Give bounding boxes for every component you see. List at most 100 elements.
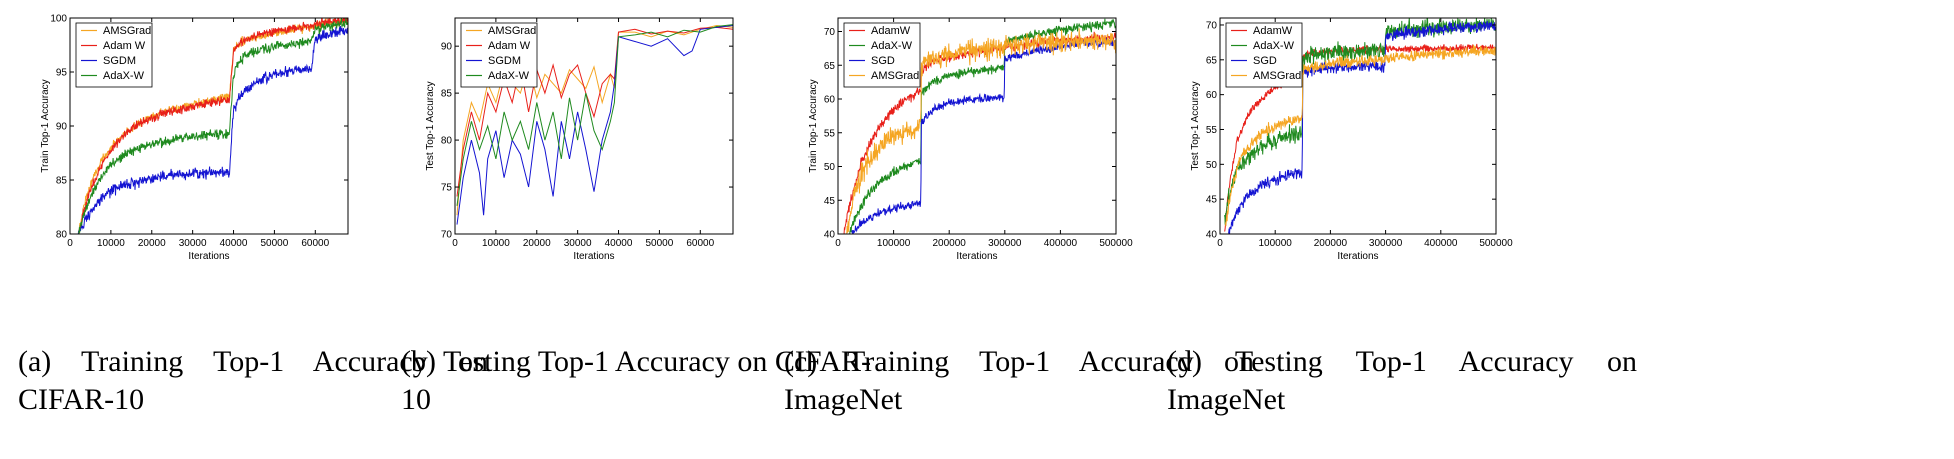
x-tick-label: 200000 (933, 238, 967, 249)
y-tick-label: 80 (56, 230, 68, 241)
x-axis-label: Iterations (188, 251, 229, 262)
plot-area (456, 24, 733, 225)
legend-label: AdaX-W (1253, 40, 1295, 52)
plot-area (843, 18, 1116, 234)
x-tick-label: 100000 (1259, 238, 1293, 249)
y-tick-label: 85 (56, 176, 68, 187)
series-line-sgd (851, 38, 1116, 234)
x-tick-label: 200000 (1314, 238, 1348, 249)
legend-label: AdaX-W (871, 40, 913, 52)
y-tick-label: 40 (824, 230, 836, 241)
y-tick-label: 85 (441, 89, 453, 100)
axes-frame (1219, 17, 1497, 235)
axes-frame (454, 17, 734, 235)
y-tick-label: 100 (50, 14, 67, 25)
x-tick-label: 0 (452, 238, 458, 249)
x-tick-label: 30000 (179, 238, 207, 249)
plot-area (1223, 18, 1496, 234)
legend: AdamW AdaX-W SGD AMSGrad (843, 22, 921, 88)
legend-label: Adam W (103, 40, 146, 52)
axes-frame (837, 17, 1117, 235)
x-tick-label: 20000 (523, 238, 551, 249)
caption-b: (b) Testing Top-1 Accuracy on CIFAR-10 (401, 345, 871, 416)
panel-d: 0 100000 200000 300000 400000 500000 40 45 50 55 6… (1149, 0, 1637, 459)
y-tick-label: 65 (1206, 55, 1218, 66)
x-tick-label: 30000 (564, 238, 592, 249)
x-tick-label: 0 (67, 238, 73, 249)
y-tick-label: 45 (824, 196, 836, 207)
y-axis-label: Train Top-1 Accuracy (40, 79, 51, 172)
x-tick-label: 40000 (605, 238, 633, 249)
series-line-sgdm (456, 25, 733, 225)
plot-area (77, 18, 348, 234)
x-tick-label: 60000 (686, 238, 714, 249)
legend-label: AMSGrad (871, 70, 919, 82)
y-tick-label: 60 (824, 95, 836, 106)
series-line-sgdm (77, 25, 348, 234)
x-tick-label: 20000 (138, 238, 166, 249)
y-tick-label: 65 (824, 61, 836, 72)
y-tick-label: 90 (56, 122, 68, 133)
legend-label: AdamW (1253, 25, 1293, 37)
x-axis-label: Iterations (573, 251, 614, 262)
chart-c: 0 100000 200000 300000 400000 500000 40 45 50 55 6… (808, 17, 1133, 262)
x-tick-label: 400000 (1424, 238, 1458, 249)
legend-label: AMSGrad (488, 25, 536, 37)
series-line-adamw (843, 31, 1116, 234)
y-tick-label: 45 (1206, 195, 1218, 206)
legend-label: AdamW (871, 25, 911, 37)
x-tick-label: 0 (1217, 238, 1223, 249)
legend-label: Adam W (488, 40, 531, 52)
x-tick-label: 10000 (482, 238, 510, 249)
y-tick-label: 55 (824, 128, 836, 139)
y-axis-label: Train Top-1 Accuracy (808, 79, 819, 172)
caption-a: (a) Training Top-1 Accuracy on CIFAR-10 (18, 345, 488, 416)
legend-label: SGD (871, 55, 895, 67)
y-tick-label: 90 (441, 42, 453, 53)
legend-label: SGD (1253, 55, 1277, 67)
y-axis-label: Test Top-1 Accuracy (1190, 81, 1201, 170)
legend: AMSGrad Adam W SGDM AdaX-W (460, 22, 538, 88)
x-tick-label: 10000 (97, 238, 125, 249)
x-tick-label: 300000 (988, 238, 1022, 249)
panel-b: 0 10000 20000 30000 40000 50000 60000 70 75 80 85 9… (383, 0, 871, 459)
legend: AMSGrad Adam W SGDM AdaX-W (75, 22, 153, 88)
y-tick-label: 70 (1206, 20, 1218, 31)
y-tick-label: 70 (824, 27, 836, 38)
legend-label: SGDM (103, 55, 136, 67)
legend-label: AdaX-W (488, 70, 530, 82)
y-axis-label: Test Top-1 Accuracy (425, 81, 436, 170)
x-tick-label: 50000 (646, 238, 674, 249)
y-tick-label: 60 (1206, 90, 1218, 101)
y-tick-label: 70 (441, 230, 453, 241)
y-tick-label: 55 (1206, 125, 1218, 136)
series-line-amsgrad (1225, 44, 1496, 227)
series-line-amsgrad (845, 28, 1116, 234)
caption-c: (c) Training Top-1 Accuracy on ImageNet (784, 345, 1254, 416)
caption-d: (d) Testing Top-1 Accuracy on ImageNet (1167, 345, 1637, 416)
legend: AdamW AdaX-W SGD AMSGrad (1225, 22, 1303, 88)
legend-label: AMSGrad (103, 25, 151, 37)
series-line-amsgrad (77, 18, 348, 234)
x-tick-label: 0 (835, 238, 841, 249)
series-line-adax-w (456, 24, 733, 206)
x-axis-label: Iterations (956, 251, 997, 262)
chart-d: 0 100000 200000 300000 400000 500000 40 45 50 55 6… (1190, 17, 1513, 262)
x-tick-label: 400000 (1044, 238, 1078, 249)
series-line-adam-w (456, 26, 733, 197)
series-line-adax-w (849, 18, 1116, 234)
y-tick-label: 50 (1206, 160, 1218, 171)
y-tick-label: 40 (1206, 230, 1218, 241)
x-tick-label: 500000 (1479, 238, 1513, 249)
x-axis-label: Iterations (1337, 251, 1378, 262)
x-tick-label: 40000 (220, 238, 248, 249)
legend-label: SGDM (488, 55, 521, 67)
series-line-adax-w (77, 18, 348, 234)
legend-label: AdaX-W (103, 70, 145, 82)
x-tick-label: 50000 (261, 238, 289, 249)
series-line-sgd (1227, 20, 1496, 234)
y-tick-label: 80 (441, 136, 453, 147)
x-tick-label: 60000 (301, 238, 329, 249)
panel-a: 0 10000 20000 30000 40000 50000 60000 80 85 90 95 1… (0, 0, 488, 459)
y-tick-label: 50 (824, 162, 836, 173)
